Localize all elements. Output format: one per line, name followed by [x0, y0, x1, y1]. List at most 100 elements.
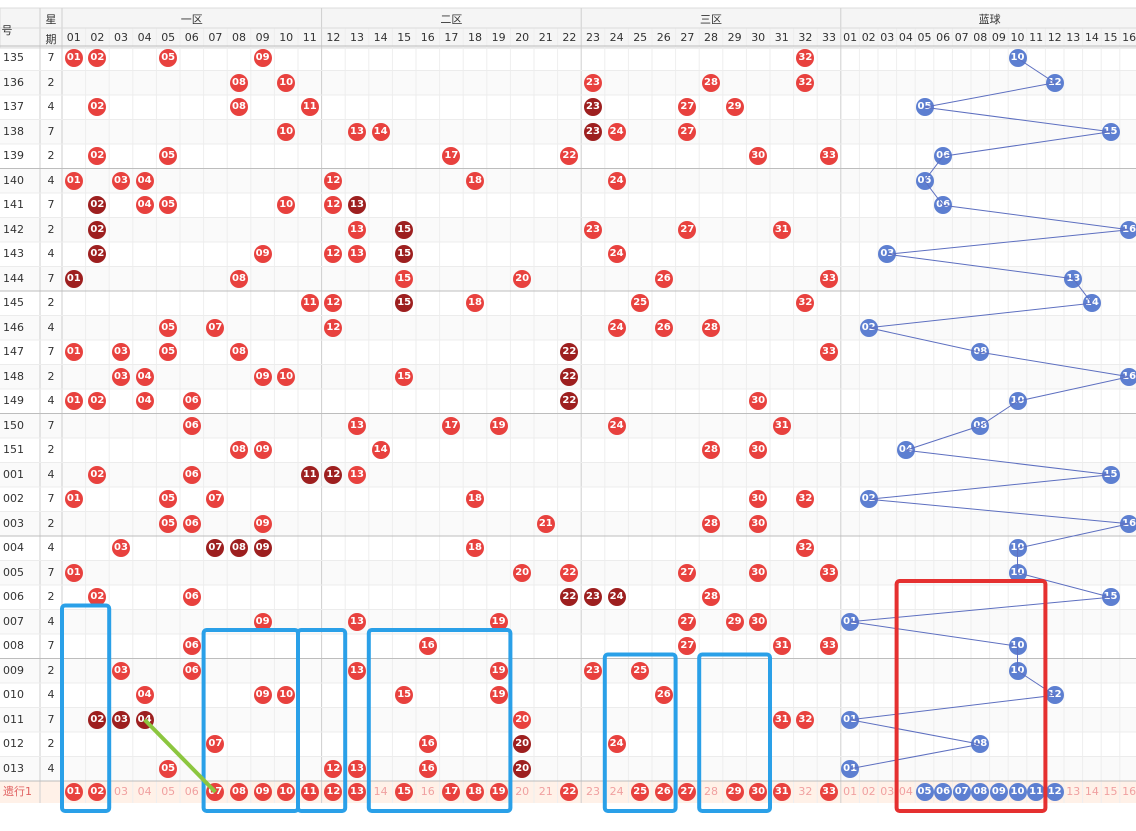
red-ball-10: 10: [277, 367, 296, 386]
red-ball-31: 31: [772, 710, 791, 729]
issue-number: 001: [3, 467, 24, 481]
blue-ball-12: 12: [1045, 73, 1064, 92]
red-ball-24: 24: [607, 416, 626, 435]
red-ball-19: 19: [489, 416, 508, 435]
weekday: 7: [47, 712, 55, 726]
red-ball-13: 13: [348, 612, 366, 631]
blue-ball-08: 08: [971, 416, 990, 435]
red-ball-28: 28: [702, 588, 720, 607]
red-ball-09: 09: [253, 367, 272, 386]
red-ball-17: 17: [442, 147, 461, 166]
weekday: 7: [47, 271, 55, 285]
red-ball-05: 05: [159, 49, 178, 68]
red-ball-22: 22: [560, 392, 579, 411]
footer-red-number-06: 06: [184, 785, 199, 798]
red-ball-23: 23: [584, 122, 602, 141]
red-ball-01: 01: [64, 171, 83, 190]
blue-number-header-01: 01: [843, 31, 858, 44]
footer-blue-number-13: 13: [1066, 785, 1081, 798]
red-ball-03: 03: [112, 539, 130, 558]
blue-ball-15: 15: [1101, 588, 1120, 607]
red-ball-20: 20: [513, 269, 532, 288]
red-ball-28: 28: [702, 514, 720, 533]
footer-red-ball-19: 19: [489, 783, 508, 801]
footer-red-number-32: 32: [798, 785, 813, 798]
red-ball-27: 27: [678, 98, 697, 117]
red-ball-04: 04: [135, 392, 154, 411]
weekday: 4: [47, 394, 55, 407]
footer-label: 遗行1: [3, 785, 32, 798]
red-ball-02: 02: [88, 147, 107, 166]
red-number-header-13: 13: [349, 31, 364, 44]
red-number-header-30: 30: [751, 31, 766, 44]
red-ball-09: 09: [253, 612, 272, 631]
red-ball-32: 32: [796, 490, 815, 509]
red-ball-30: 30: [749, 514, 768, 533]
red-ball-06: 06: [182, 416, 201, 435]
blue-ball-10: 10: [1008, 661, 1027, 680]
footer-blue-number-01: 01: [843, 785, 858, 798]
footer-red-ball-22: 22: [560, 783, 579, 801]
issue-number: 141: [3, 198, 24, 211]
footer-blue-number-16: 16: [1122, 785, 1136, 798]
red-ball-28: 28: [702, 441, 720, 460]
red-ball-04: 04: [135, 367, 154, 386]
red-ball-02: 02: [88, 49, 107, 68]
red-number-header-29: 29: [727, 31, 742, 44]
issue-number: 149: [3, 394, 24, 407]
red-ball-09: 09: [253, 441, 272, 460]
blue-number-header-04: 04: [898, 31, 913, 44]
red-number-header-02: 02: [90, 31, 105, 44]
blue-ball-02: 02: [859, 490, 878, 509]
blue-ball-10: 10: [1008, 49, 1027, 68]
blue-ball-10: 10: [1008, 637, 1027, 656]
blue-number-header-05: 05: [917, 31, 932, 44]
blue-number-header-15: 15: [1103, 31, 1118, 44]
weekday: 4: [47, 614, 55, 628]
red-ball-23: 23: [584, 73, 602, 92]
red-ball-28: 28: [702, 318, 720, 337]
blue-ball-15: 15: [1101, 465, 1120, 484]
red-ball-01: 01: [64, 490, 83, 509]
red-ball-29: 29: [725, 98, 744, 117]
red-ball-20: 20: [513, 735, 532, 754]
weekday: 2: [47, 75, 55, 89]
issue-number: 011: [3, 712, 24, 726]
red-number-header-14: 14: [373, 31, 388, 44]
blue-number-header-11: 11: [1029, 31, 1044, 44]
red-number-header-04: 04: [137, 31, 152, 44]
red-number-header-25: 25: [633, 31, 648, 44]
red-number-header-15: 15: [397, 31, 412, 44]
red-ball-33: 33: [820, 147, 838, 166]
red-number-header-09: 09: [255, 31, 270, 44]
red-ball-27: 27: [678, 612, 697, 631]
red-ball-19: 19: [489, 661, 508, 680]
red-number-header-20: 20: [515, 31, 530, 44]
week-column-header-top: 星: [45, 13, 57, 26]
red-ball-30: 30: [749, 147, 768, 166]
red-number-header-08: 08: [231, 31, 246, 44]
red-ball-05: 05: [159, 343, 178, 362]
blue-number-header-07: 07: [954, 31, 969, 44]
red-ball-02: 02: [88, 98, 107, 117]
red-ball-12: 12: [324, 294, 343, 313]
red-ball-08: 08: [230, 98, 248, 117]
blue-ball-16: 16: [1120, 367, 1136, 386]
red-ball-08: 08: [230, 73, 248, 92]
red-ball-03: 03: [112, 343, 130, 362]
issue-number: 146: [3, 320, 24, 334]
weekday: 7: [47, 639, 55, 652]
red-ball-06: 06: [182, 514, 201, 533]
red-ball-05: 05: [159, 490, 178, 509]
red-ball-07: 07: [206, 539, 225, 558]
red-ball-13: 13: [348, 416, 366, 435]
weekday: 7: [47, 492, 55, 505]
footer-red-number-28: 28: [703, 785, 718, 798]
issue-number: 005: [3, 565, 24, 579]
issue-number: 013: [3, 761, 24, 775]
weekday: 4: [47, 688, 55, 701]
red-ball-04: 04: [135, 686, 154, 705]
red-number-header-27: 27: [680, 31, 695, 44]
weekday: 4: [47, 541, 55, 554]
red-number-header-16: 16: [420, 31, 435, 44]
